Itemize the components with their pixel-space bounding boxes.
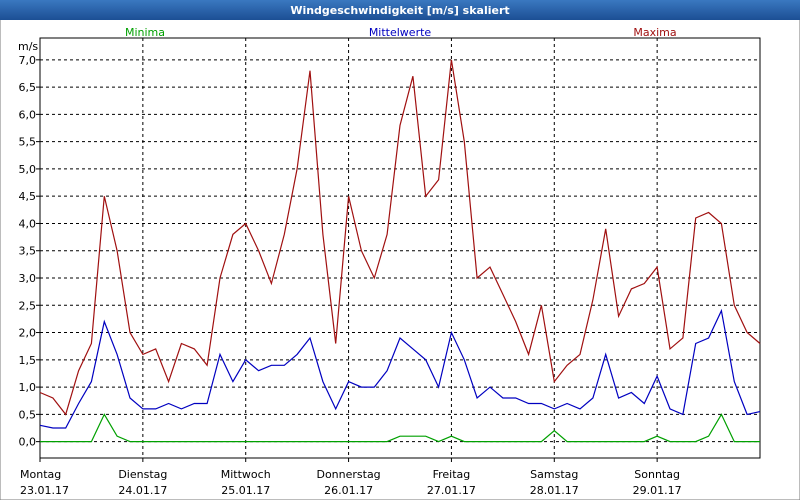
y-tick-label: 3,0 xyxy=(19,272,37,285)
y-tick-label: 7,0 xyxy=(19,54,37,67)
y-tick-label: 5,0 xyxy=(19,163,37,176)
y-tick-label: 0,5 xyxy=(19,408,37,421)
y-axis-label: m/s xyxy=(18,40,38,53)
x-tick-date: 23.01.17 xyxy=(20,484,69,497)
chart-title: Windgeschwindigkeit [m/s] skaliert xyxy=(290,4,509,17)
series-line xyxy=(39,59,761,416)
y-tick-label: 4,5 xyxy=(19,190,37,203)
y-tick-label: 6,0 xyxy=(19,108,37,121)
x-tick-label: Dienstag xyxy=(118,468,167,481)
x-tick-label: Montag xyxy=(20,468,61,481)
y-tick-label: 0,0 xyxy=(19,436,37,449)
x-tick-label: Donnerstag xyxy=(316,468,380,481)
x-tick-date: 26.01.17 xyxy=(324,484,373,497)
y-tick-label: 4,0 xyxy=(19,217,37,230)
y-tick-label: 1,5 xyxy=(19,354,37,367)
legend-label: Maxima xyxy=(633,26,676,39)
y-tick-label: 2,0 xyxy=(19,327,37,340)
x-tick-date: 27.01.17 xyxy=(427,484,476,497)
x-tick-label: Sonntag xyxy=(634,468,680,481)
title-bar xyxy=(0,0,800,20)
x-tick-label: Samstag xyxy=(530,468,578,481)
y-tick-label: 1,0 xyxy=(19,381,37,394)
x-tick-label: Freitag xyxy=(433,468,471,481)
x-tick-date: 24.01.17 xyxy=(118,484,167,497)
y-tick-label: 2,5 xyxy=(19,299,37,312)
x-tick-date: 29.01.17 xyxy=(633,484,682,497)
x-tick-label: Mittwoch xyxy=(221,468,271,481)
y-tick-label: 6,5 xyxy=(19,81,37,94)
legend-label: Minima xyxy=(125,26,165,39)
y-tick-label: 3,5 xyxy=(19,245,37,258)
y-tick-label: 5,5 xyxy=(19,136,37,149)
x-tick-date: 28.01.17 xyxy=(530,484,579,497)
series-line xyxy=(40,413,760,443)
series-line xyxy=(39,308,761,429)
x-tick-date: 25.01.17 xyxy=(221,484,270,497)
legend-label: Mittelwerte xyxy=(369,26,432,39)
